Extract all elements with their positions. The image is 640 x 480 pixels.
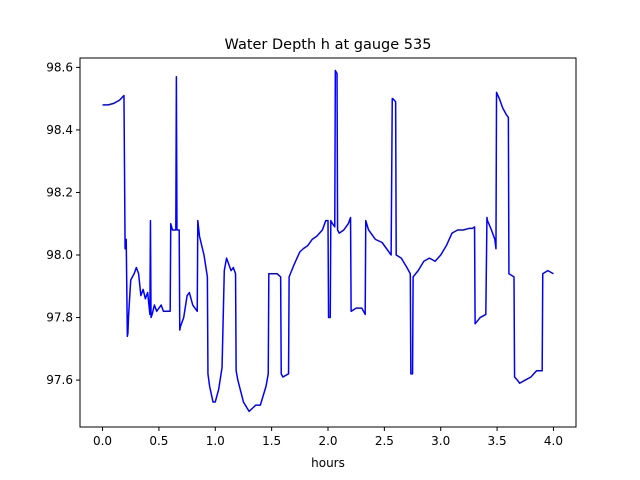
x-tick-label: 4.0 bbox=[544, 434, 563, 448]
y-tick-label: 98.0 bbox=[46, 248, 73, 262]
x-tick-label: 2.5 bbox=[375, 434, 394, 448]
y-tick-label: 98.4 bbox=[46, 123, 73, 137]
y-tick-label: 97.6 bbox=[46, 373, 73, 387]
x-tick-label: 3.0 bbox=[431, 434, 450, 448]
x-tick-label: 1.0 bbox=[206, 434, 225, 448]
chart-title: Water Depth h at gauge 535 bbox=[225, 37, 432, 53]
water-depth-series-line bbox=[102, 69, 554, 413]
x-tick-label: 0.5 bbox=[149, 434, 168, 448]
y-axis: 97.6 97.8 98.0 98.2 98.4 98.6 bbox=[46, 60, 80, 387]
x-axis: 0.0 0.5 1.0 1.5 2.0 2.5 3.0 3.5 4.0 bbox=[93, 427, 563, 448]
plot-area-frame bbox=[79, 57, 577, 428]
y-tick-label: 97.8 bbox=[46, 311, 73, 325]
x-tick-label: 0.0 bbox=[93, 434, 112, 448]
y-tick-label: 98.6 bbox=[46, 60, 73, 74]
x-axis-label: hours bbox=[311, 456, 345, 470]
x-tick-label: 2.0 bbox=[318, 434, 337, 448]
x-tick-label: 1.5 bbox=[262, 434, 281, 448]
x-tick-label: 3.5 bbox=[488, 434, 507, 448]
y-tick-label: 98.2 bbox=[46, 185, 73, 199]
